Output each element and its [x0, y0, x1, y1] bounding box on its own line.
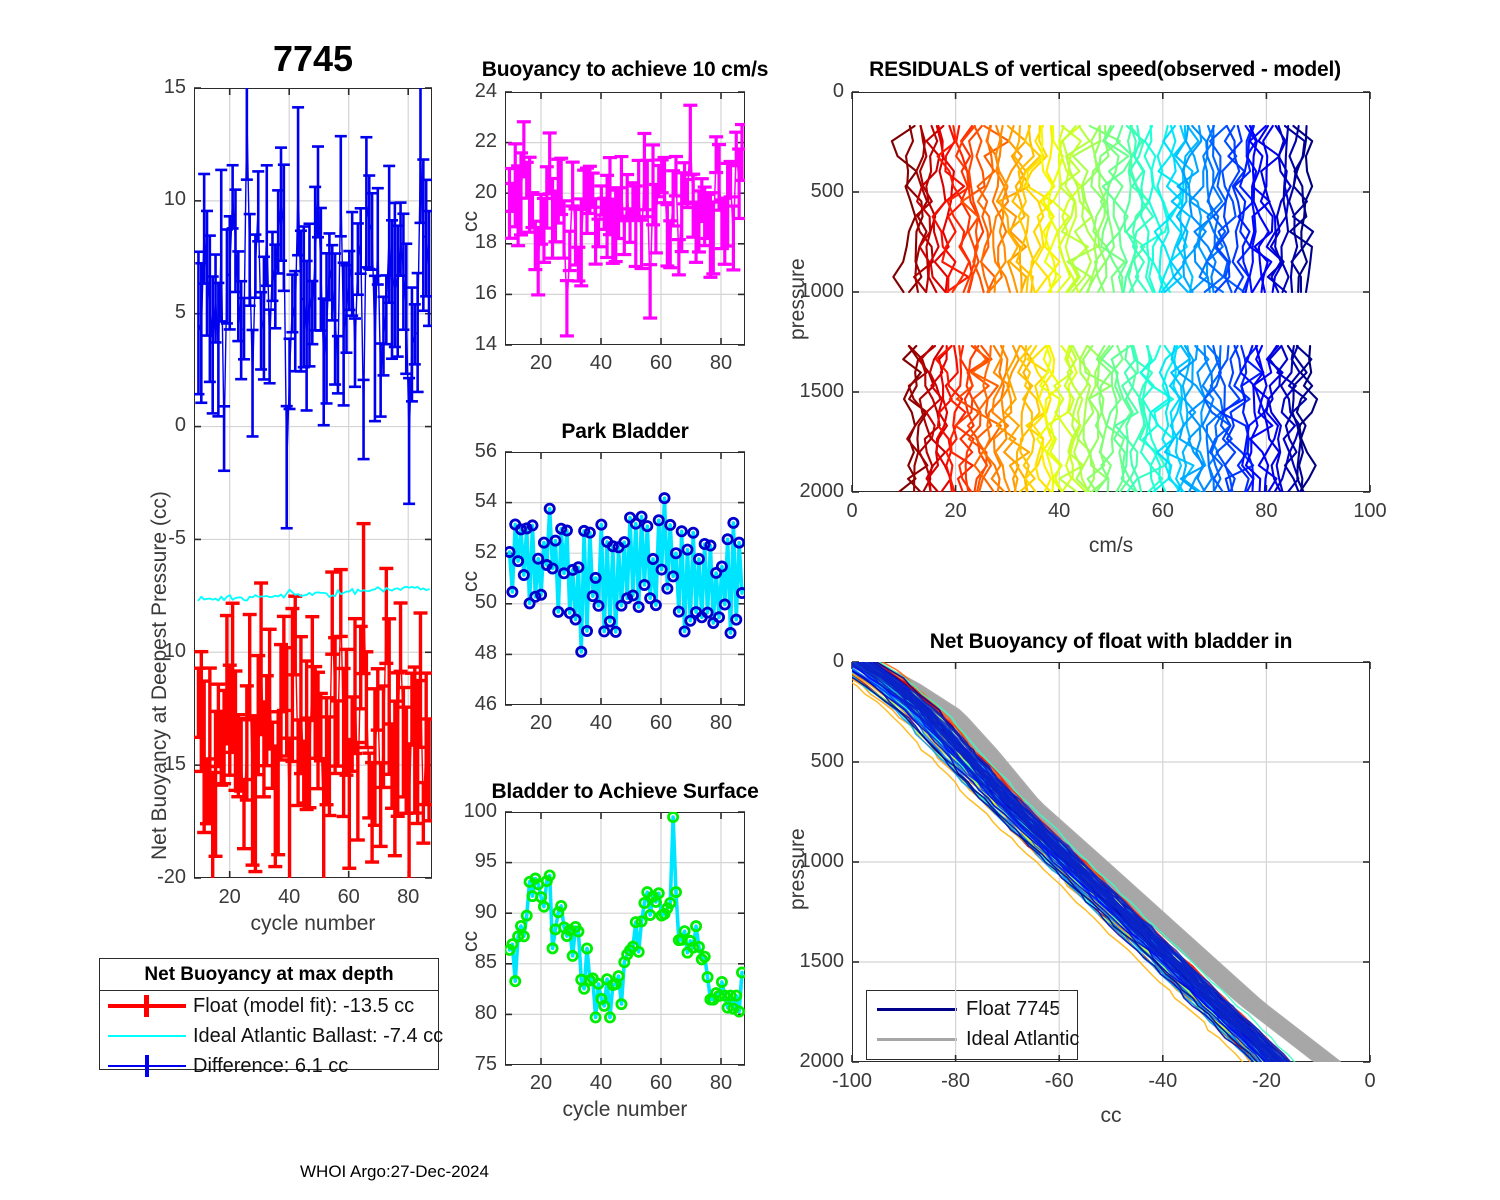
y-tick-label: 85	[474, 951, 497, 974]
x-tick-label: 0	[846, 500, 858, 522]
y-tick-label: 20	[474, 180, 497, 203]
x-tick-label: 60	[649, 712, 673, 734]
y-tick-label: 5	[174, 301, 186, 324]
y-tick-label: 80	[474, 1002, 497, 1024]
legend-title: Net Buoyancy at max depth	[100, 959, 438, 991]
legend-net-buoyancy-max-depth: Net Buoyancy at max depth Float (model f…	[99, 958, 443, 1077]
page-title: 7745	[272, 38, 354, 79]
x-tick-label: 20	[944, 500, 967, 522]
panel-title-residuals: RESIDUALS of vertical speed(observed - m…	[869, 58, 1341, 81]
legend-label: Float 7745	[966, 997, 1061, 1020]
legend-label: Difference: 6.1 cc	[193, 1054, 349, 1077]
y-tick-label: 16	[474, 282, 497, 304]
x-tick-label: 60	[337, 886, 360, 908]
x-tick-label: -80	[941, 1070, 971, 1092]
legend-item-float: Float (model fit): -13.5 cc	[100, 991, 438, 1021]
legend-item: Float 7745	[867, 994, 1077, 1024]
legend-net-buoyancy-bladder: Float 7745 Ideal Atlantic	[866, 990, 1080, 1060]
y-tick-label: 50	[474, 591, 497, 614]
y-tick-label: 1500	[799, 379, 845, 402]
y-tick-label: 10	[163, 188, 186, 211]
panel-title-bladder-surface: Bladder to Achieve Surface	[491, 780, 759, 803]
y-tick-label: 15	[163, 75, 186, 98]
legend-symbol-errorbar-blue	[108, 1055, 186, 1077]
x-tick-label: 80	[709, 352, 733, 374]
y-tick-label: 500	[810, 749, 844, 772]
legend-label: Float (model fit): -13.5 cc	[193, 994, 415, 1017]
x-tick-label: 40	[1048, 500, 1071, 522]
axis-label-x-residuals: cm/s	[1088, 534, 1134, 557]
x-tick-label: 80	[709, 1072, 733, 1094]
x-tick-label: 40	[589, 1072, 613, 1094]
y-tick-label: 100	[463, 799, 497, 822]
x-tick-label: 20	[529, 1072, 553, 1094]
x-tick-label: 60	[1151, 500, 1174, 522]
y-tick-label: 1000	[799, 849, 845, 872]
legend-item-ideal: Ideal Atlantic Ballast: -7.4 cc	[100, 1021, 443, 1051]
x-tick-label: 0	[1364, 1070, 1376, 1092]
y-tick-label: 90	[474, 900, 497, 923]
y-tick-label: 22	[474, 130, 497, 153]
x-tick-label: 20	[529, 712, 553, 734]
y-tick-label: 14	[474, 332, 497, 355]
y-tick-label: 54	[474, 490, 497, 513]
y-tick-label: 0	[832, 649, 844, 672]
legend-label: Ideal Atlantic	[966, 1027, 1080, 1050]
y-tick-label: 1500	[799, 949, 845, 972]
y-tick-label: 2000	[799, 479, 845, 502]
axes-bladder-surface	[505, 812, 745, 1065]
x-tick-label: 60	[649, 1072, 673, 1094]
legend-label: Ideal Atlantic Ballast: -7.4 cc	[193, 1024, 444, 1047]
x-tick-label: -20	[1251, 1070, 1281, 1092]
y-tick-label: 75	[474, 1052, 497, 1075]
y-tick-label: -15	[157, 752, 186, 775]
y-tick-label: 0	[832, 79, 844, 102]
footer-credit: WHOI Argo:27-Dec-2024	[300, 1162, 489, 1181]
x-tick-label: 100	[1353, 500, 1387, 522]
y-tick-label: 18	[474, 231, 497, 254]
x-tick-label: -40	[1148, 1070, 1178, 1092]
x-tick-label: 80	[397, 886, 420, 908]
y-tick-label: 500	[810, 179, 844, 202]
axis-label-x-bladder-surface: cycle number	[562, 1098, 688, 1121]
legend-item-difference: Difference: 6.1 cc	[100, 1051, 438, 1081]
y-tick-label: 52	[474, 540, 497, 563]
panel-title-buoyancy-10cms: Buoyancy to achieve 10 cm/s	[481, 58, 769, 81]
y-tick-label: 2000	[799, 1049, 845, 1072]
y-tick-label: 1000	[799, 279, 845, 302]
x-tick-label: 40	[589, 352, 613, 374]
x-tick-label: 80	[1255, 500, 1278, 522]
axis-label-x-net-buoyancy-bladder: cc	[1100, 1104, 1122, 1127]
y-tick-label: 56	[474, 439, 497, 462]
x-tick-label: 60	[649, 352, 673, 374]
legend-swatch-ideal	[877, 1037, 957, 1041]
y-tick-label: 46	[474, 692, 497, 715]
x-tick-label: 20	[218, 886, 241, 908]
legend-item: Ideal Atlantic	[867, 1024, 1080, 1054]
x-tick-label: -100	[831, 1070, 873, 1092]
x-tick-label: 80	[709, 712, 733, 734]
y-tick-label: -20	[157, 865, 186, 888]
y-tick-label: 48	[474, 642, 497, 664]
y-tick-label: 95	[474, 850, 497, 873]
legend-symbol-line-cyan	[108, 1025, 186, 1047]
y-tick-label: -5	[168, 527, 186, 550]
legend-symbol-errorbar-red	[108, 995, 186, 1017]
x-tick-label: 40	[589, 712, 613, 734]
x-tick-label: 20	[529, 352, 553, 374]
axis-label-x-net-buoyancy-deep: cycle number	[250, 912, 376, 935]
y-tick-label: 24	[474, 79, 497, 102]
x-tick-label: 40	[278, 886, 301, 908]
x-tick-label: -60	[1044, 1070, 1074, 1092]
panel-title-park-bladder: Park Bladder	[561, 420, 689, 443]
panel-title-net-buoyancy-bladder: Net Buoyancy of float with bladder in	[929, 630, 1293, 653]
y-tick-label: -10	[157, 639, 186, 662]
y-tick-label: 0	[174, 414, 186, 437]
legend-swatch-float	[877, 1007, 957, 1011]
